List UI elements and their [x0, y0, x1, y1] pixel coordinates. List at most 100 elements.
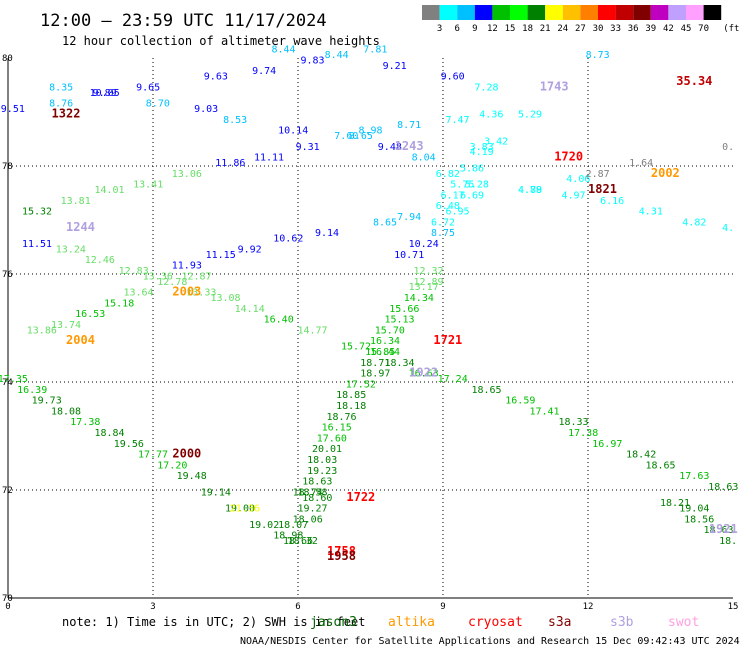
- colorbar-label: 12: [487, 24, 498, 34]
- track-time-label: 1720: [554, 150, 583, 164]
- wave-height-point: 18.03: [307, 455, 337, 466]
- wave-height-point: 10.14: [278, 126, 308, 137]
- colorbar-swatch: [668, 5, 686, 20]
- legend-s3b: s3b: [610, 615, 634, 630]
- wave-height-point: 7.81: [363, 45, 387, 56]
- legend-cryosat: cryosat: [468, 615, 523, 630]
- wave-height-points: 9.51 8.35 8.76 10.059.89 9.65 8.70 9.03 9.63 8.5…: [0, 45, 738, 547]
- wave-height-point: 11.11: [254, 153, 284, 164]
- wave-height-point: 5.29: [518, 109, 542, 120]
- wave-height-point: 17.60: [317, 433, 347, 444]
- wave-height-point: 8.98: [358, 126, 382, 137]
- wave-height-point: 19.48: [177, 471, 207, 482]
- wave-height-point: 16.53: [75, 309, 105, 320]
- track-time-label: 1821: [588, 182, 617, 196]
- colorbar-label: 15: [505, 24, 516, 34]
- wave-height-point: 8.75: [431, 228, 455, 239]
- wave-height-point: 16.34: [370, 336, 400, 347]
- wave-height-point: 18.56: [684, 514, 714, 525]
- wave-height-point: 18.74: [293, 487, 323, 498]
- wave-height-point: 7.47: [445, 115, 469, 126]
- wave-height-point: 18.06: [293, 514, 323, 525]
- wave-height-point: 17.77: [138, 450, 168, 461]
- wave-height-point: 18.21: [660, 498, 690, 509]
- x-tick-label: 15: [728, 602, 739, 612]
- wave-height-point: 16.59: [505, 396, 535, 407]
- wave-height-point: 18.34: [384, 358, 414, 369]
- wave-height-point: 17.38: [568, 428, 598, 439]
- wave-height-point: 8.35: [49, 82, 73, 93]
- colorbar-swatch: [598, 5, 616, 20]
- wave-height-point: 13.08: [210, 293, 240, 304]
- x-tick-label: 6: [295, 602, 300, 612]
- wave-height-point: 11.51: [22, 239, 52, 250]
- wave-height-point: 15.18: [104, 298, 134, 309]
- colorbar-swatch: [439, 5, 458, 20]
- wave-height-point: 18.85: [336, 390, 366, 401]
- wave-height-point: 18.32: [288, 536, 318, 547]
- colorbar-swatch: [580, 5, 598, 20]
- wave-height-point: 19.73: [32, 396, 62, 407]
- wave-height-point: 15.66: [389, 304, 419, 315]
- wave-height-point: 9.03: [194, 104, 218, 115]
- y-tick-label: 72: [2, 486, 13, 496]
- wave-height-point: 18.63: [703, 525, 733, 536]
- satellite-legend: jason3 altika cryosat s3a s3b swot: [310, 615, 699, 630]
- wave-height-point: 3.42: [484, 136, 508, 147]
- wave-height-point: 14.14: [235, 304, 265, 315]
- colorbar-swatch: [545, 5, 563, 20]
- y-tick-label: 76: [2, 270, 13, 280]
- wave-height-point: 12.83: [119, 266, 149, 277]
- y-tick-label: 80: [2, 54, 13, 64]
- wave-height-point: 18.65: [471, 385, 501, 396]
- wave-height-point: 8.44: [271, 45, 295, 56]
- track-time-label: 2004: [66, 333, 95, 347]
- track-time-label: 1322: [52, 106, 81, 120]
- track-time-label: 1958: [327, 549, 356, 563]
- wave-height-point: 17.41: [529, 406, 559, 417]
- colorbar-swatch: [562, 5, 581, 20]
- wave-height-point: 8.65: [373, 217, 397, 228]
- wave-height-point: 14.01: [94, 185, 124, 196]
- wave-height-point: 18.07: [278, 520, 308, 531]
- wave-height-point: 15.72: [341, 342, 371, 353]
- colorbar-label: 27: [575, 24, 586, 34]
- wave-height-point: 18.65: [645, 460, 675, 471]
- wave-height-point: 4.: [722, 223, 734, 234]
- wave-height-point: 10.71: [394, 250, 424, 261]
- wave-height-point: 17.63: [679, 471, 709, 482]
- wave-height-point: 15.70: [375, 325, 405, 336]
- wave-height-point: 8.44: [325, 50, 349, 61]
- wave-height-point: 8.53: [223, 115, 247, 126]
- wave-height-point: 16.15: [322, 423, 352, 434]
- track-time-label: 35.34: [676, 74, 712, 88]
- colorbar-swatch: [457, 5, 475, 20]
- wave-height-point: 13.36: [143, 271, 173, 282]
- wave-height-point: 17.20: [157, 460, 187, 471]
- wave-height-point: 5.75: [450, 180, 474, 191]
- wave-height-point: 2.87: [586, 169, 610, 180]
- wave-height-point: 12.89: [413, 277, 443, 288]
- colorbar-swatch: [615, 5, 634, 20]
- wave-height-point: 14.77: [297, 325, 327, 336]
- wave-height-point: 13.81: [61, 196, 91, 207]
- wave-height-point: 19.02: [249, 520, 279, 531]
- colorbar-label: 45: [681, 24, 692, 34]
- colorbar-label: 21: [540, 24, 551, 34]
- wave-height-point: 18.18: [336, 401, 366, 412]
- wave-height-point: 6.16: [600, 196, 624, 207]
- wave-height-point: 16.40: [264, 315, 294, 326]
- colorbar-swatch: [686, 5, 704, 20]
- x-tick-label: 3: [150, 602, 155, 612]
- y-tick-label: 70: [2, 594, 13, 604]
- wave-height-point: 12.87: [181, 271, 211, 282]
- wave-height-point: 18.08: [51, 406, 81, 417]
- wave-height-point: 16.39: [17, 385, 47, 396]
- legend-s3a: s3a: [548, 615, 571, 630]
- wave-height-point: 4.36: [479, 109, 503, 120]
- wave-height-point: 9.51: [1, 104, 25, 115]
- x-tick-label: 0: [5, 602, 10, 612]
- wave-height-point: 10.62: [273, 234, 303, 245]
- track-time-label: 2003: [172, 285, 201, 299]
